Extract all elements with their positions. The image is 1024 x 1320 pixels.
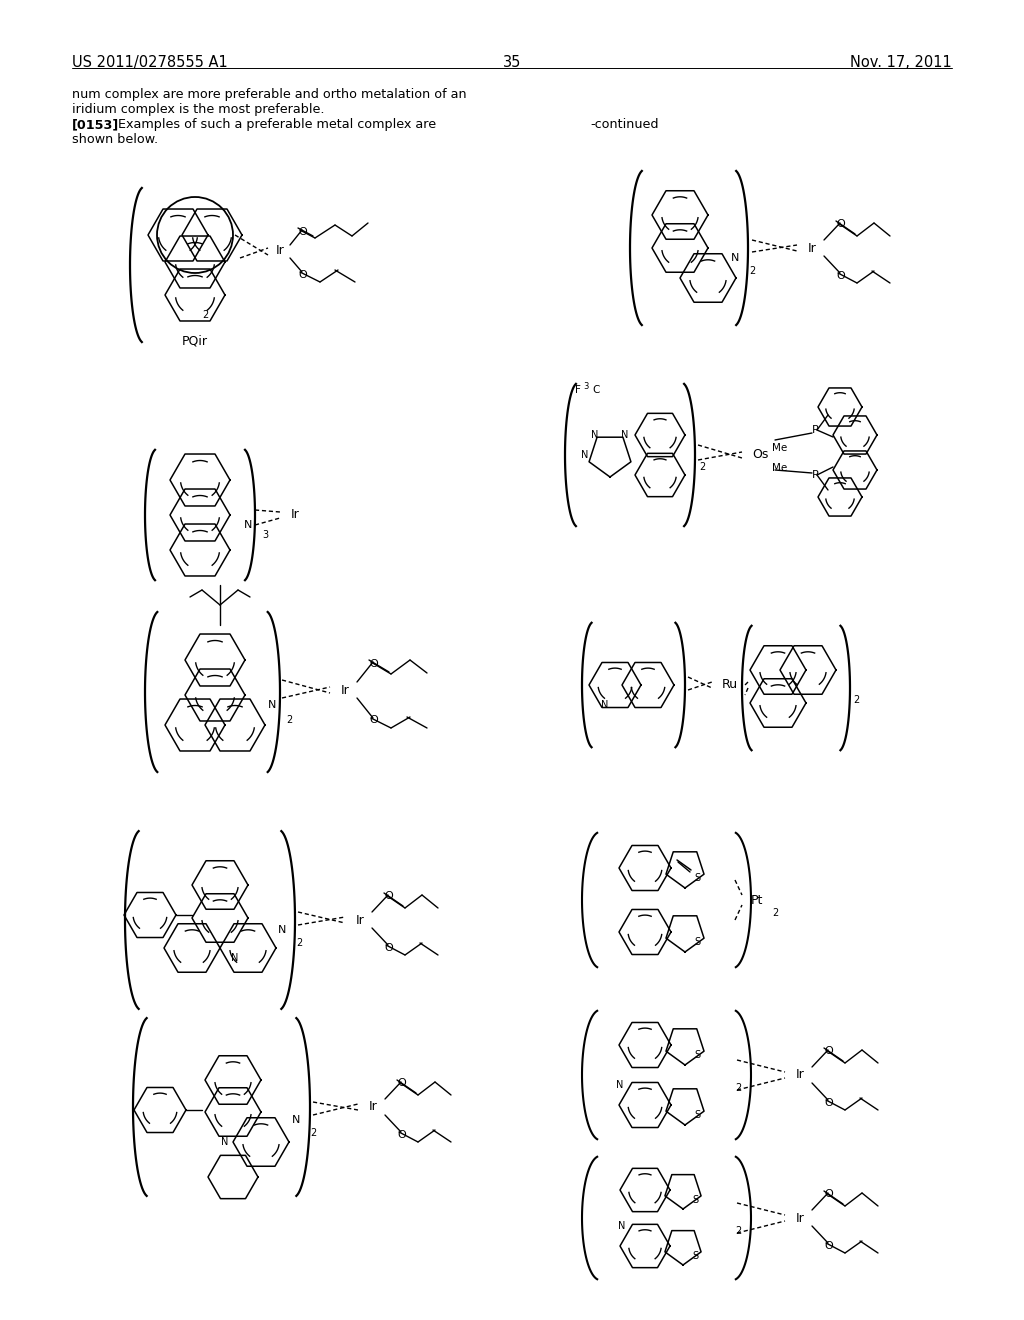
Text: Nov. 17, 2011: Nov. 17, 2011 — [850, 55, 952, 70]
Text: Ir: Ir — [808, 242, 816, 255]
Text: Ru: Ru — [722, 678, 738, 692]
Text: N: N — [618, 1221, 626, 1232]
Text: S: S — [692, 1195, 698, 1205]
Text: Ir: Ir — [291, 508, 299, 521]
Text: N: N — [278, 925, 286, 935]
Text: S: S — [694, 1049, 700, 1060]
Text: num complex are more preferable and ortho metalation of an: num complex are more preferable and orth… — [72, 88, 467, 102]
Text: N: N — [582, 450, 589, 459]
Text: N: N — [616, 1080, 624, 1090]
Text: F: F — [575, 385, 581, 395]
Text: 2: 2 — [772, 908, 778, 917]
Text: shown below.: shown below. — [72, 133, 158, 147]
Text: PQir: PQir — [182, 335, 208, 348]
Text: O: O — [836, 271, 845, 281]
Text: 2: 2 — [749, 267, 756, 276]
Text: Ir: Ir — [355, 913, 365, 927]
Text: Ir: Ir — [796, 1212, 805, 1225]
Text: Examples of such a preferable metal complex are: Examples of such a preferable metal comp… — [118, 117, 436, 131]
Text: 2: 2 — [853, 696, 859, 705]
Text: N: N — [601, 700, 608, 710]
Text: O: O — [384, 942, 393, 953]
Text: N: N — [731, 253, 739, 263]
Text: Ir: Ir — [796, 1068, 805, 1081]
Text: O: O — [824, 1045, 833, 1056]
Text: N: N — [231, 953, 239, 964]
Text: Pt: Pt — [751, 894, 763, 907]
Text: O: O — [824, 1098, 833, 1107]
Text: Me: Me — [772, 463, 787, 473]
Text: O: O — [298, 271, 307, 280]
Text: [0153]: [0153] — [72, 117, 119, 131]
Text: Ir: Ir — [369, 1101, 378, 1114]
Text: O: O — [369, 715, 378, 725]
Text: O: O — [836, 219, 845, 228]
Text: S: S — [694, 873, 700, 883]
Text: C: C — [592, 385, 599, 395]
Text: iridium complex is the most preferable.: iridium complex is the most preferable. — [72, 103, 325, 116]
Text: S: S — [692, 1251, 698, 1261]
Text: 2: 2 — [286, 715, 292, 725]
Text: 3: 3 — [583, 381, 589, 391]
Text: Os: Os — [752, 449, 768, 462]
Text: 2: 2 — [735, 1082, 741, 1093]
Text: O: O — [397, 1078, 406, 1088]
Text: O: O — [384, 891, 393, 902]
Text: 2: 2 — [699, 462, 706, 473]
Text: O: O — [824, 1189, 833, 1199]
Text: Ir: Ir — [341, 684, 349, 697]
Text: N: N — [221, 1137, 228, 1147]
Text: P: P — [812, 425, 818, 436]
Text: O: O — [298, 227, 307, 238]
Text: N: N — [622, 430, 629, 440]
Text: 2: 2 — [735, 1226, 741, 1236]
Text: S: S — [694, 937, 700, 946]
Text: N: N — [268, 700, 276, 710]
Text: 2: 2 — [296, 939, 302, 948]
Text: 3: 3 — [262, 531, 268, 540]
Text: Ir: Ir — [275, 243, 285, 256]
Text: -continued: -continued — [590, 117, 658, 131]
Text: 2: 2 — [202, 310, 208, 319]
Text: N: N — [591, 430, 599, 440]
Text: O: O — [824, 1241, 833, 1251]
Text: 2: 2 — [310, 1129, 316, 1138]
Text: 35: 35 — [503, 55, 521, 70]
Text: Me: Me — [772, 444, 787, 453]
Text: US 2011/0278555 A1: US 2011/0278555 A1 — [72, 55, 227, 70]
Text: P: P — [812, 470, 818, 480]
Text: N: N — [244, 520, 252, 531]
Text: N: N — [292, 1115, 300, 1125]
Text: O: O — [397, 1130, 406, 1140]
Text: S: S — [694, 1110, 700, 1119]
Text: O: O — [369, 659, 378, 669]
